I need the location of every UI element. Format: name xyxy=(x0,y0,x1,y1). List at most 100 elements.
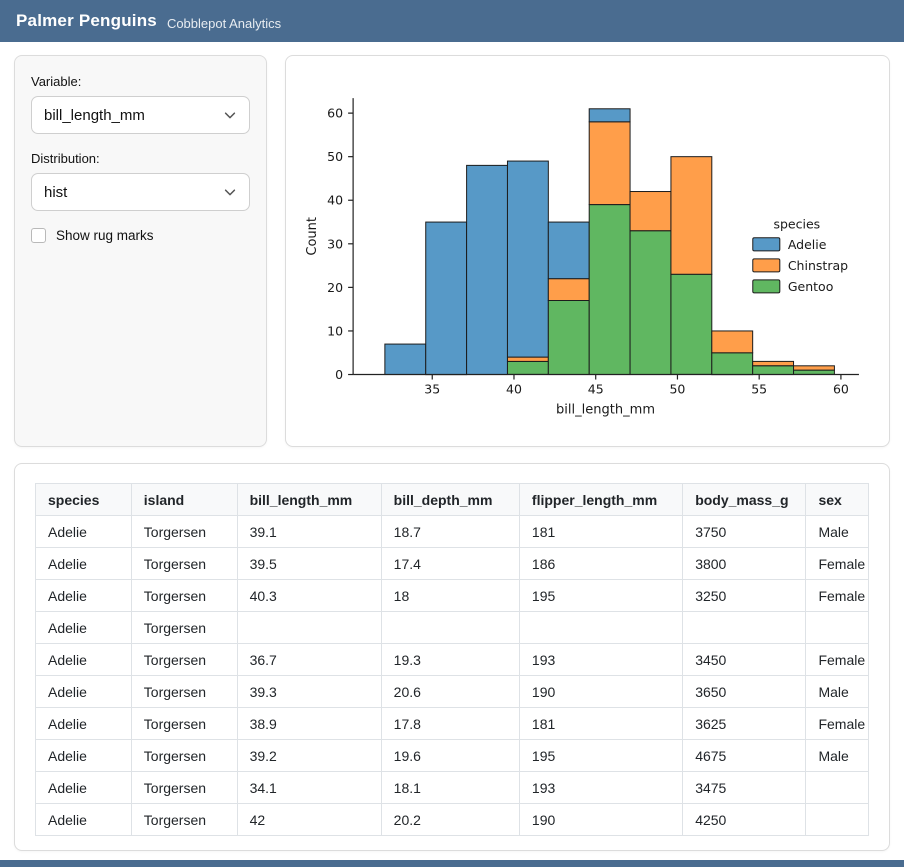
chevron-down-icon xyxy=(224,112,236,119)
app-title: Palmer Penguins xyxy=(16,11,157,30)
table-cell: Female xyxy=(805,579,869,612)
table-cell: 193 xyxy=(518,643,684,676)
table-cell: Torgersen xyxy=(130,739,238,772)
table-cell: Female xyxy=(805,643,869,676)
table-cell: 39.2 xyxy=(236,739,382,772)
column-header: flipper_length_mm xyxy=(518,483,684,516)
table-cell: Torgersen xyxy=(130,675,238,708)
svg-text:50: 50 xyxy=(327,149,343,164)
table-cell: 42 xyxy=(236,803,382,836)
distribution-select-value: hist xyxy=(44,183,68,201)
table-cell: 3750 xyxy=(682,515,807,548)
table-cell: 3800 xyxy=(682,547,807,580)
sidebar: Variable: bill_length_mm Distribution: h… xyxy=(14,55,267,447)
table-header-row: species island bill_length_mm bill_depth_mm… xyxy=(35,483,869,516)
table-body: Adelie Torgersen 39.1 18.7 181 3750 Male Adelie… xyxy=(35,515,869,836)
table-cell: Torgersen xyxy=(130,803,238,836)
table-cell: 190 xyxy=(518,675,684,708)
footer-bar xyxy=(0,860,904,867)
table-cell: Torgersen xyxy=(130,579,238,612)
table-cell: Female xyxy=(805,707,869,740)
top-row: Variable: bill_length_mm Distribution: h… xyxy=(14,55,890,447)
column-header: body_mass_g xyxy=(682,483,807,516)
svg-text:55: 55 xyxy=(751,382,767,397)
table-cell: Male xyxy=(805,675,869,708)
table-row: Adelie Torgersen xyxy=(35,611,869,644)
table-cell: 17.4 xyxy=(380,547,520,580)
rug-checkbox[interactable] xyxy=(31,228,46,243)
svg-text:40: 40 xyxy=(327,193,343,208)
table-cell: Adelie xyxy=(35,643,132,676)
navbar: Palmer Penguins Cobblepot Analytics xyxy=(0,0,904,42)
chevron-down-icon xyxy=(224,189,236,196)
table-cell: 36.7 xyxy=(236,643,382,676)
table-cell: 195 xyxy=(518,739,684,772)
table-row: Adelie Torgersen 42 20.2 190 4250 xyxy=(35,803,869,836)
table-cell xyxy=(380,611,520,644)
svg-text:20: 20 xyxy=(327,280,343,295)
data-table-card: species island bill_length_mm bill_depth_mm… xyxy=(14,463,890,851)
table-cell: Adelie xyxy=(35,515,132,548)
svg-text:60: 60 xyxy=(833,382,849,397)
table-cell xyxy=(682,611,807,644)
table-cell: 3475 xyxy=(682,771,807,804)
column-header: bill_depth_mm xyxy=(380,483,520,516)
table-row: Adelie Torgersen 40.3 18 195 3250 Female xyxy=(35,579,869,612)
table-row: Adelie Torgersen 39.5 17.4 186 3800 Female xyxy=(35,547,869,580)
table-cell: 3650 xyxy=(682,675,807,708)
table-cell: 20.6 xyxy=(380,675,520,708)
table-cell: Adelie xyxy=(35,611,132,644)
table-cell: Adelie xyxy=(35,547,132,580)
table-cell: Male xyxy=(805,739,869,772)
table-cell: 19.6 xyxy=(380,739,520,772)
rug-checkbox-row[interactable]: Show rug marks xyxy=(31,228,250,243)
table-cell: Torgersen xyxy=(130,611,238,644)
table-cell: 3250 xyxy=(682,579,807,612)
table-cell: 181 xyxy=(518,515,684,548)
table-header: species island bill_length_mm bill_depth_mm… xyxy=(35,483,869,516)
column-header: bill_length_mm xyxy=(236,483,382,516)
svg-text:30: 30 xyxy=(327,236,343,251)
distribution-label: Distribution: xyxy=(31,151,100,166)
column-header: species xyxy=(35,483,132,516)
table-cell: 39.1 xyxy=(236,515,382,548)
table-cell: 18.1 xyxy=(380,771,520,804)
table-cell: 181 xyxy=(518,707,684,740)
svg-text:35: 35 xyxy=(424,382,440,397)
app-subtitle: Cobblepot Analytics xyxy=(166,15,282,31)
svg-text:40: 40 xyxy=(506,382,522,397)
svg-text:10: 10 xyxy=(327,323,343,338)
table-row: Adelie Torgersen 39.3 20.6 190 3650 Male xyxy=(35,675,869,708)
svg-text:Count: Count xyxy=(305,217,320,256)
table-cell: 3450 xyxy=(682,643,807,676)
table-cell: Male xyxy=(805,515,869,548)
distribution-select[interactable]: hist xyxy=(31,173,250,211)
table-cell: Torgersen xyxy=(130,515,238,548)
rug-checkbox-label: Show rug marks xyxy=(56,228,154,243)
table-cell: 40.3 xyxy=(236,579,382,612)
table-cell: Adelie xyxy=(35,771,132,804)
table-row: Adelie Torgersen 39.2 19.6 195 4675 Male xyxy=(35,739,869,772)
table-row: Adelie Torgersen 38.9 17.8 181 3625 Female xyxy=(35,707,869,740)
table-cell: 4250 xyxy=(682,803,807,836)
svg-text:60: 60 xyxy=(327,106,343,121)
table-cell xyxy=(805,611,869,644)
table-cell: 38.9 xyxy=(236,707,382,740)
column-header: sex xyxy=(805,483,869,516)
table-cell xyxy=(518,611,684,644)
table-cell: Adelie xyxy=(35,707,132,740)
table-cell: Adelie xyxy=(35,739,132,772)
table-cell xyxy=(805,771,869,804)
table-cell: 18.7 xyxy=(380,515,520,548)
data-table: species island bill_length_mm bill_depth_mm… xyxy=(35,483,869,836)
variable-select[interactable]: bill_length_mm xyxy=(31,96,250,134)
variable-select-value: bill_length_mm xyxy=(44,106,145,124)
page-content: Variable: bill_length_mm Distribution: h… xyxy=(0,42,904,851)
table-cell: Adelie xyxy=(35,803,132,836)
table-cell: Female xyxy=(805,547,869,580)
svg-text:Adelie: Adelie xyxy=(788,237,827,252)
svg-text:45: 45 xyxy=(588,382,604,397)
table-cell: 195 xyxy=(518,579,684,612)
table-cell: Torgersen xyxy=(130,771,238,804)
table-cell: Adelie xyxy=(35,579,132,612)
